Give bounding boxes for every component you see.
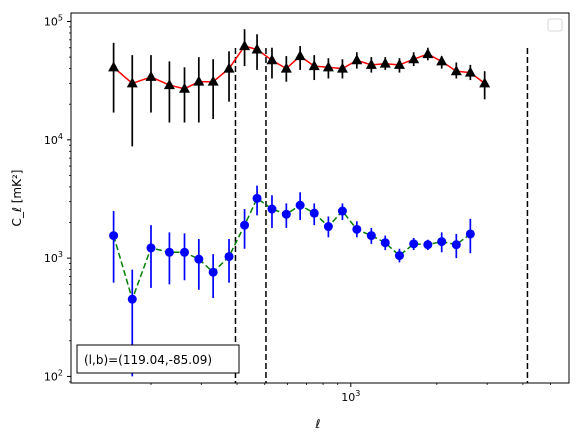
series-2-point [295, 200, 305, 210]
series-2-point [164, 247, 174, 257]
y-axis-label: C_ℓ [mK²] [10, 170, 24, 227]
series-2-point [281, 209, 291, 219]
series-2-point [366, 231, 376, 241]
series-2-point [146, 243, 156, 253]
position-annotation: (l,b)=(119.04,-85.09) [76, 344, 240, 374]
series-2-point [240, 220, 250, 230]
series-1-point [408, 53, 420, 64]
series-2-point [109, 231, 119, 241]
series-1-point [308, 60, 320, 71]
series-1-point [145, 70, 157, 81]
y-tick-label: 105 [44, 14, 63, 29]
legend-box [547, 18, 563, 32]
series-1-point [193, 75, 205, 86]
series-1-point [336, 62, 348, 73]
series-1-point [479, 77, 491, 88]
annotation-text: (l,b)=(119.04,-85.09) [84, 353, 212, 367]
series-1-point [207, 75, 219, 86]
series-1-point [422, 48, 434, 59]
axis-ticks: 102 103 104 105 103 [44, 14, 551, 404]
series-1-point [450, 65, 462, 76]
series-1-point [280, 62, 292, 73]
series-1-point [379, 57, 391, 68]
series-1-point [108, 61, 120, 72]
series-2-point [437, 237, 447, 247]
y-tick-label: 102 [44, 368, 63, 383]
series-1-point [223, 62, 235, 73]
series-2-point [323, 222, 333, 232]
series-2-point [423, 240, 433, 250]
series-1-point [365, 58, 377, 69]
series-2-point [309, 208, 319, 218]
series-2-point [394, 251, 404, 261]
series-2-point [337, 206, 347, 216]
series-1-point [239, 40, 251, 51]
series-2-point [127, 294, 137, 304]
series-1-point [294, 50, 306, 61]
series-2-point [194, 254, 204, 264]
series-1-point [436, 55, 448, 66]
series-1-point [251, 43, 263, 54]
vertical-dashed-lines [234, 48, 529, 383]
series-2-point [451, 240, 461, 250]
series-2-point [409, 239, 419, 249]
series-1-point [179, 82, 191, 93]
data-markers [108, 40, 491, 304]
series-2-point [180, 247, 190, 257]
x-axis-label: ℓ [315, 417, 321, 431]
series-1-point [464, 66, 476, 77]
y-tick-label: 103 [44, 250, 63, 265]
series-2-point [465, 229, 475, 239]
series-2-point [252, 193, 262, 203]
series-1-point [163, 79, 175, 90]
x-tick-label: 103 [341, 389, 360, 404]
series-1-point [126, 77, 138, 88]
series-1-point [393, 58, 405, 69]
plot-frame [70, 12, 570, 384]
series-1-point [351, 54, 363, 65]
series-2-point [380, 238, 390, 248]
series-1-point [266, 54, 278, 65]
series-1-point [322, 61, 334, 72]
annotation-box [76, 344, 240, 374]
series-2-point [208, 267, 218, 277]
series-2-point [267, 204, 277, 214]
error-bars [112, 29, 486, 377]
series-2-point [224, 252, 234, 262]
y-tick-label: 104 [44, 132, 63, 147]
series-2-point [352, 224, 362, 234]
